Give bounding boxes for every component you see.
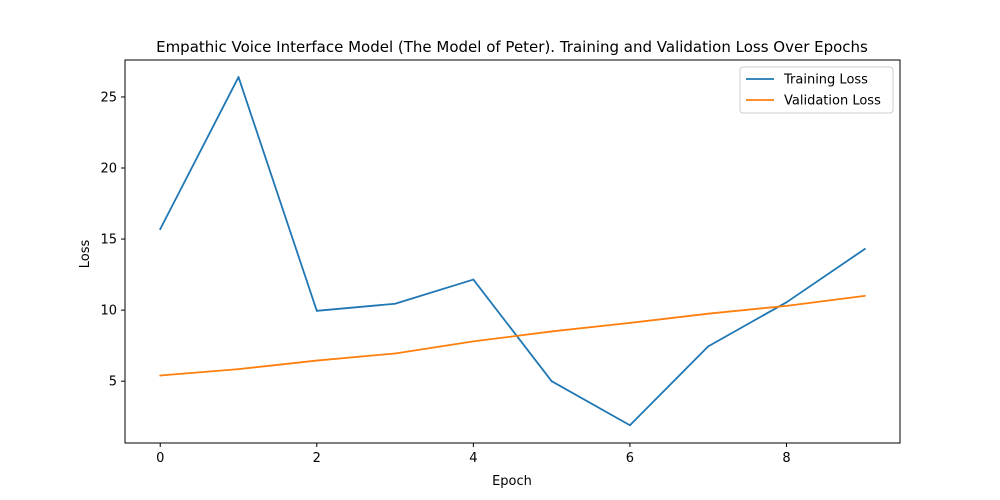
axes: 0 2 4 6 8 5 10 15 20 25: [100, 59, 901, 466]
x-tick-label: 0: [156, 451, 164, 466]
y-tick-label: 15: [100, 233, 117, 248]
x-tick-label: 2: [313, 451, 321, 466]
x-axis-label: Epoch: [492, 474, 532, 489]
data-point: [315, 309, 318, 312]
x-tick-label: 4: [469, 451, 477, 466]
legend-label: Training Loss: [783, 73, 868, 88]
axes-frame: [124, 59, 901, 444]
series-line-validation-loss: [159, 295, 866, 377]
data-point: [629, 322, 631, 324]
y-tick-label: 10: [100, 304, 117, 319]
data-point: [629, 424, 631, 427]
y-tick-label: 25: [100, 90, 117, 105]
data-point: [237, 76, 240, 78]
data-point: [159, 228, 162, 231]
data-point: [159, 374, 162, 377]
x-tick-label: 8: [782, 451, 790, 466]
series-line-training-loss: [159, 76, 866, 427]
data-point: [863, 295, 866, 297]
legend-label: Validation Loss: [784, 94, 881, 109]
data-point: [394, 302, 396, 305]
y-axis-label: Loss: [78, 240, 93, 269]
data-point: [707, 312, 710, 315]
data-point: [394, 352, 396, 355]
legend-box: [739, 66, 894, 114]
data-point: [237, 368, 240, 370]
data-point: [550, 380, 553, 383]
x-tick-label: 6: [626, 451, 634, 466]
data-point: [550, 330, 553, 333]
data-point: [863, 248, 866, 250]
data-point: [315, 359, 318, 362]
data-point: [785, 304, 788, 307]
plot-area: [159, 76, 866, 427]
y-tick-label: 20: [100, 162, 117, 177]
data-point: [785, 301, 788, 304]
legend: Training Loss Validation Loss: [739, 66, 894, 114]
chart-title: Empathic Voice Interface Model (The Mode…: [156, 38, 868, 56]
data-point: [472, 278, 475, 281]
data-point: [707, 345, 710, 348]
data-point: [472, 340, 475, 343]
y-tick-label: 5: [109, 375, 117, 390]
